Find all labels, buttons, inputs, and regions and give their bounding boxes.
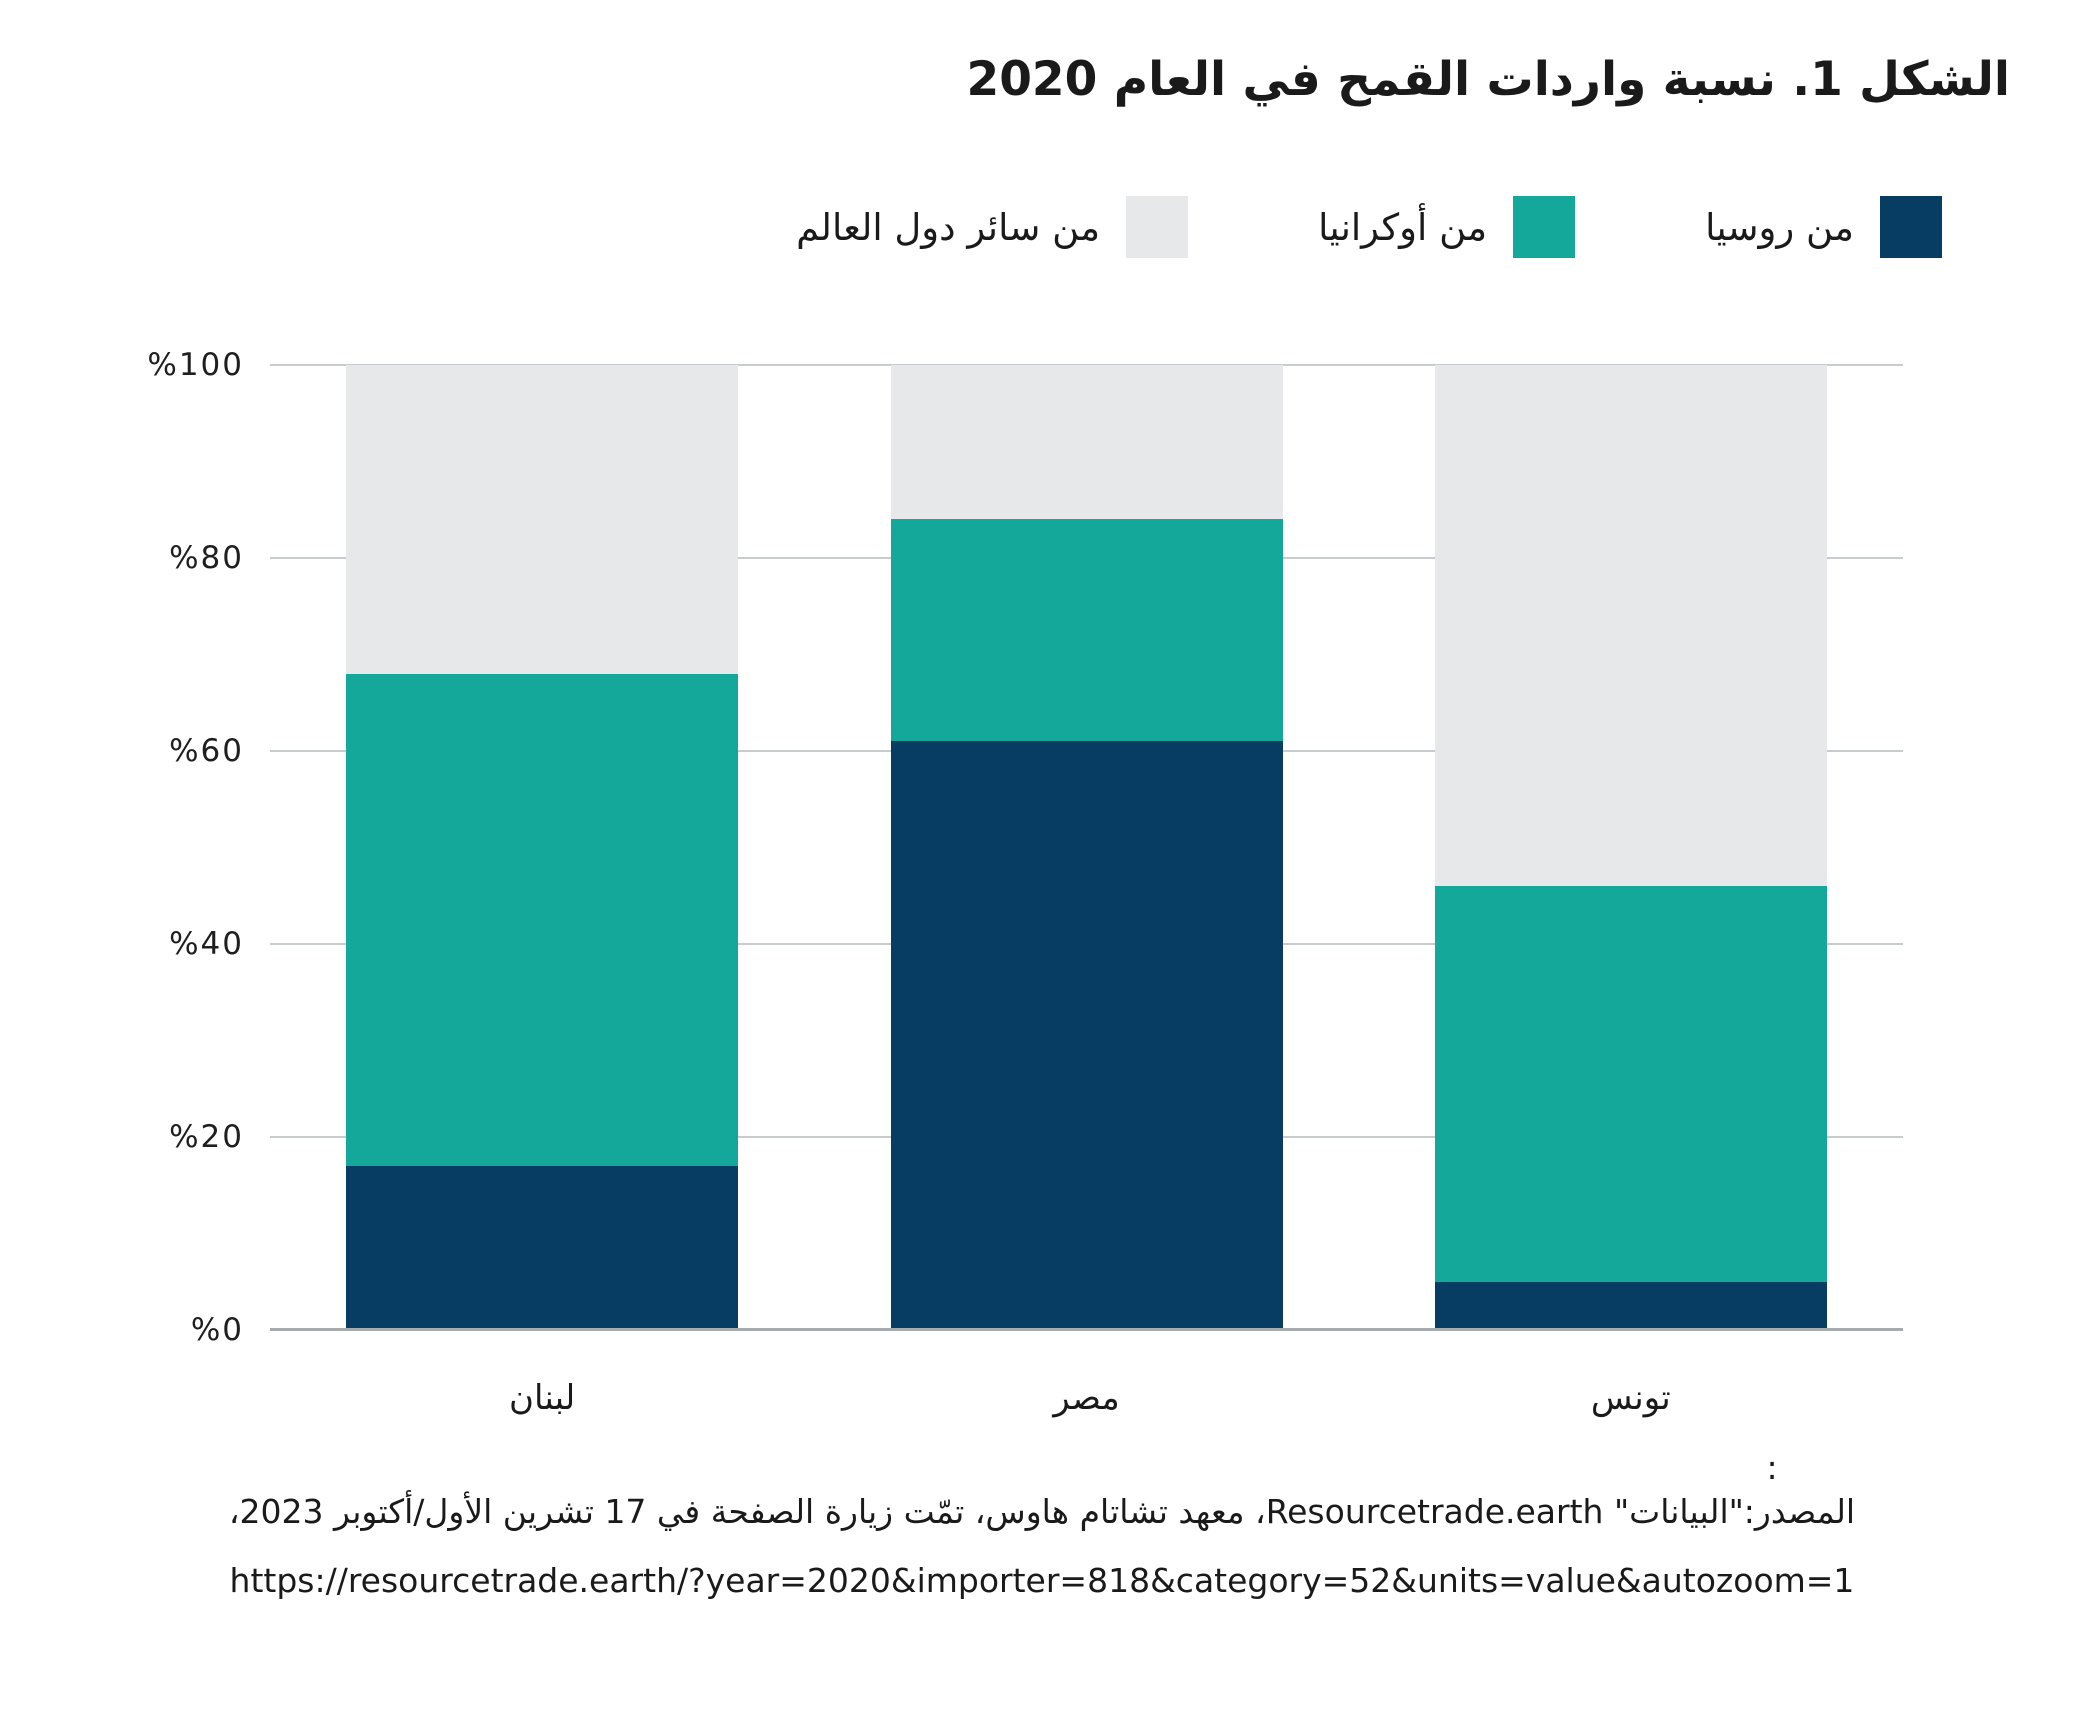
stacked-bar-1 (346, 365, 739, 1330)
legend-swatch-ukraine (1513, 196, 1576, 258)
gridline (270, 364, 1903, 366)
plot-area: %0 %20 %40 %60 %80 %100 (147, 347, 1903, 1348)
legend-item-russia: من روسيا (1705, 196, 1942, 258)
stacked-bar-2 (890, 365, 1283, 1330)
y-axis-tick-label: %80 (169, 540, 244, 576)
legend-swatch-rest-of-world (1126, 196, 1189, 258)
legend: من روسيا من أوكرانيا من سائر دول العالم (796, 196, 1942, 258)
y-axis-tick-label: %0 (190, 1312, 244, 1348)
bar-segment (346, 1165, 739, 1330)
source-text: المصدر:"البيانات" Resourcetrade.earth، م… (228, 1492, 1856, 1531)
legend-label-rest-of-world: من سائر دول العالم (796, 205, 1101, 249)
chart-title: الشكل 1. نسبة واردات القمح في العام 2020 (966, 52, 2010, 107)
bar-segment (890, 519, 1283, 742)
legend-item-ukraine: من أوكرانيا (1318, 196, 1576, 258)
y-axis-tick-label: %40 (169, 926, 244, 962)
bar-segment (1434, 886, 1827, 1282)
source-note: المصدر:"البيانات" Resourcetrade.earth، م… (70, 1492, 2014, 1600)
bar-segment (1434, 1281, 1827, 1330)
y-axis-tick-label: %20 (169, 1119, 244, 1155)
legend-label-ukraine: من أوكرانيا (1318, 205, 1488, 249)
bar-segment (346, 673, 739, 1166)
bar-segment (346, 365, 739, 674)
x-axis-labels: لبنان مصر تونس (270, 1378, 1903, 1438)
x-axis-category-label: تونس (1590, 1378, 1671, 1418)
legend-item-rest-of-world: من سائر دول العالم (796, 196, 1189, 258)
bar-segment (890, 365, 1283, 520)
stacked-bar-3 (1434, 365, 1827, 1330)
x-axis-category-label: لبنان (509, 1378, 576, 1418)
bar-segment (890, 741, 1283, 1330)
legend-label-russia: من روسيا (1705, 205, 1854, 249)
source-colon: : (1766, 1448, 1778, 1487)
legend-swatch-russia (1880, 196, 1942, 258)
y-axis-tick-label: %100 (147, 347, 244, 383)
source-url[interactable]: https://resourcetrade.earth/?year=2020&i… (229, 1561, 1855, 1600)
y-axis-tick-label: %60 (169, 733, 244, 769)
x-axis-category-label: مصر (1053, 1378, 1120, 1418)
x-axis-line (270, 1328, 1903, 1331)
bar-segment (1434, 365, 1827, 887)
